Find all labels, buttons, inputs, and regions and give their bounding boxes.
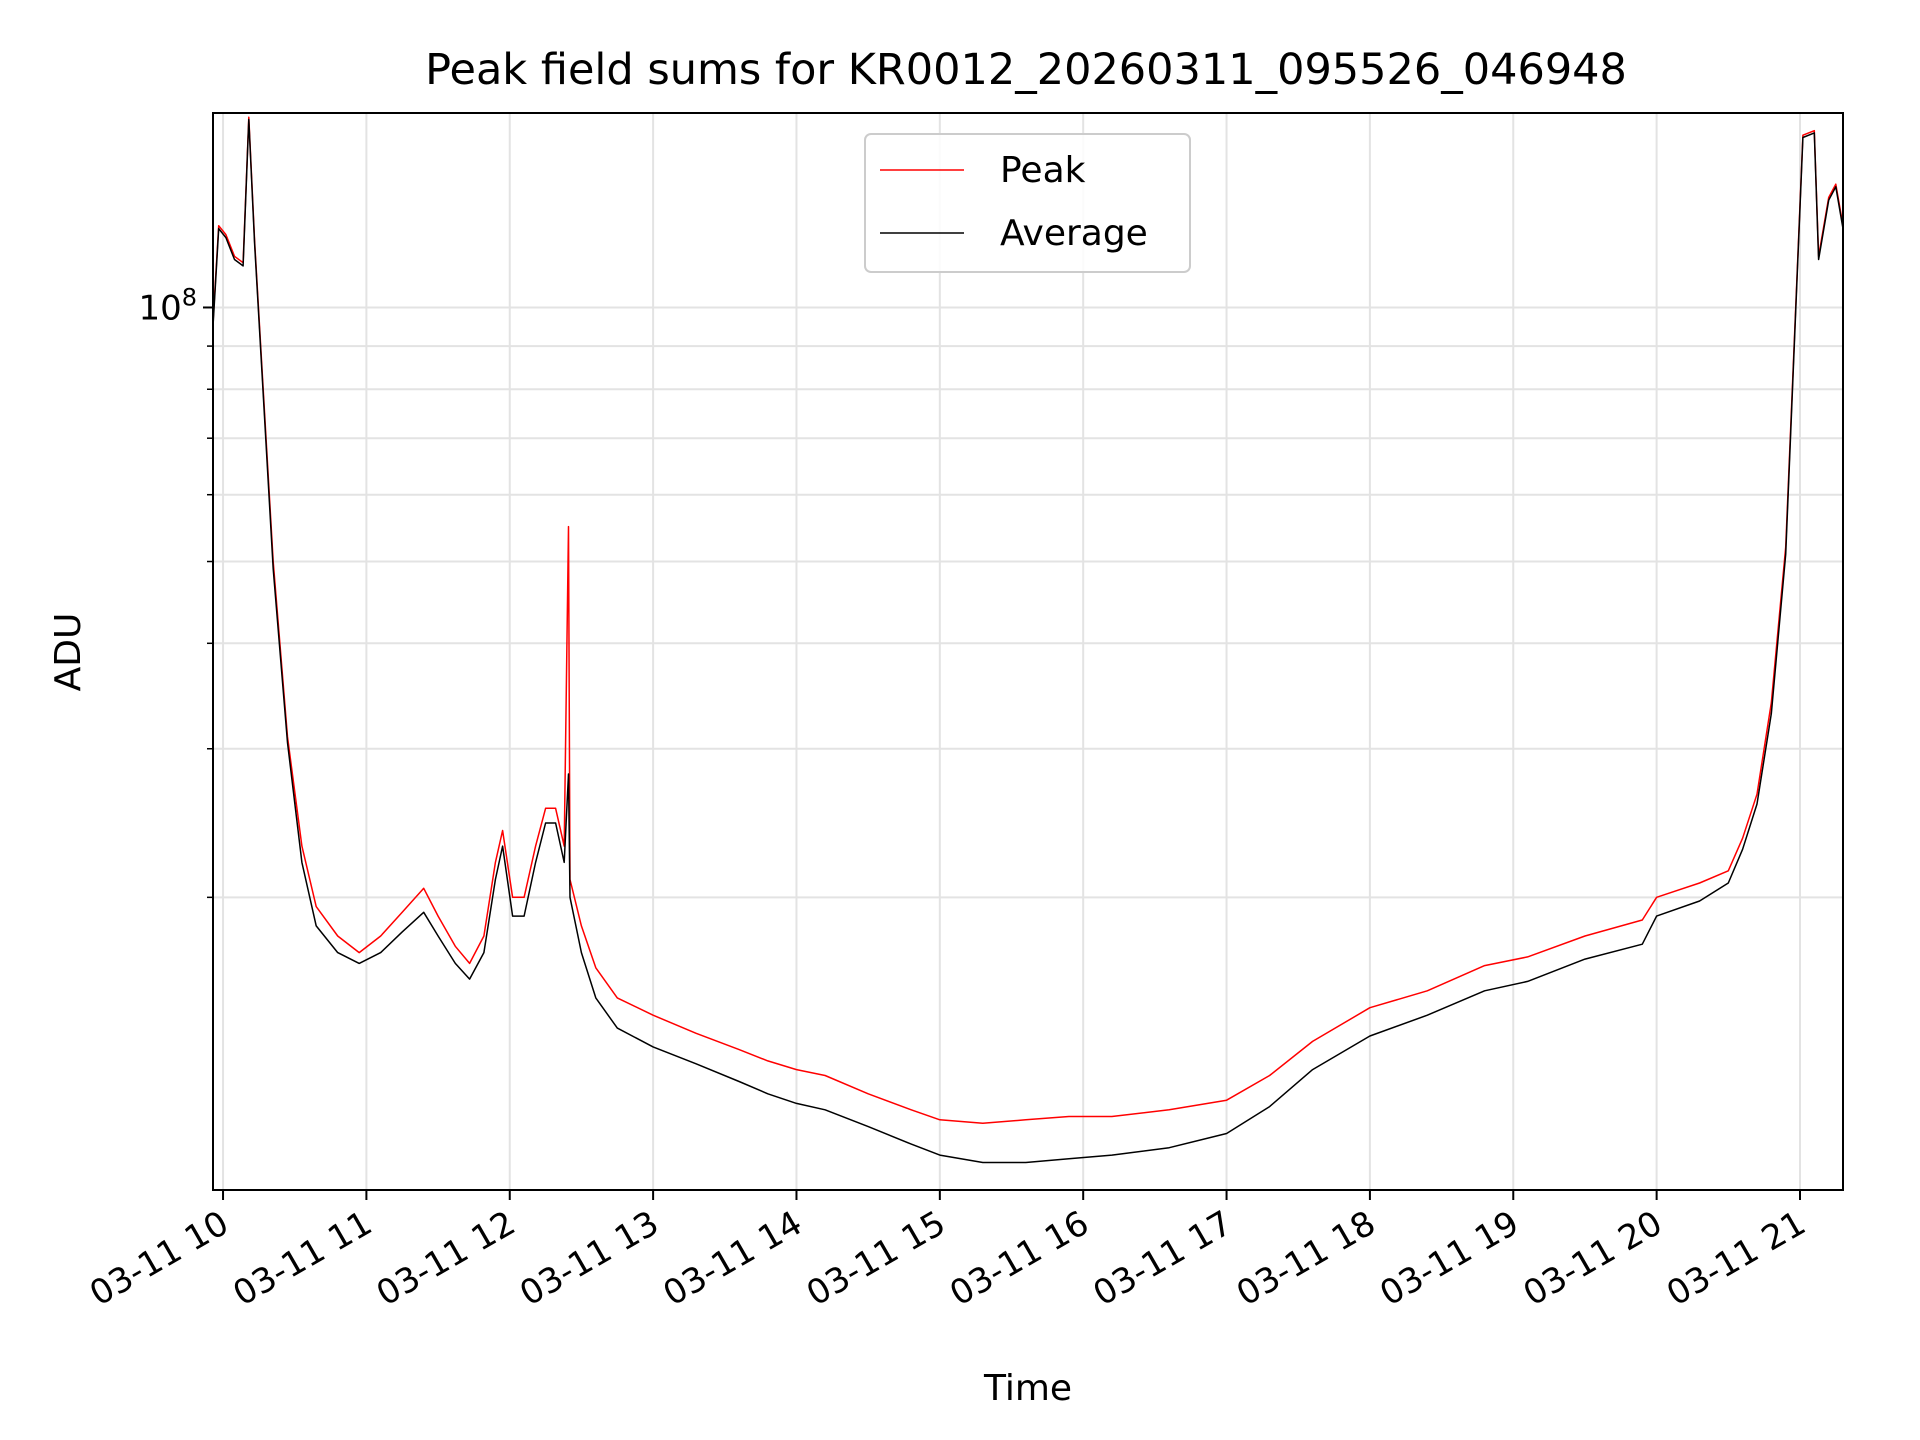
legend: Peak Average — [864, 133, 1191, 273]
series-lines — [213, 116, 1843, 1164]
legend-peak-label: Peak — [1000, 150, 1086, 191]
legend-box — [864, 133, 1191, 273]
plot-frame — [212, 112, 1844, 1191]
grid-lines — [213, 113, 1843, 1190]
legend-average-label: Average — [1000, 213, 1148, 254]
chart-title: Peak field sums for KR0012_20260311_0955… — [425, 45, 1627, 95]
series-line-average — [213, 118, 1843, 1164]
x-axis-label: Time — [983, 1368, 1072, 1409]
series-line-peak — [213, 116, 1843, 1124]
y-tick-label: 108 — [138, 283, 197, 328]
y-axis-label: ADU — [48, 613, 89, 692]
